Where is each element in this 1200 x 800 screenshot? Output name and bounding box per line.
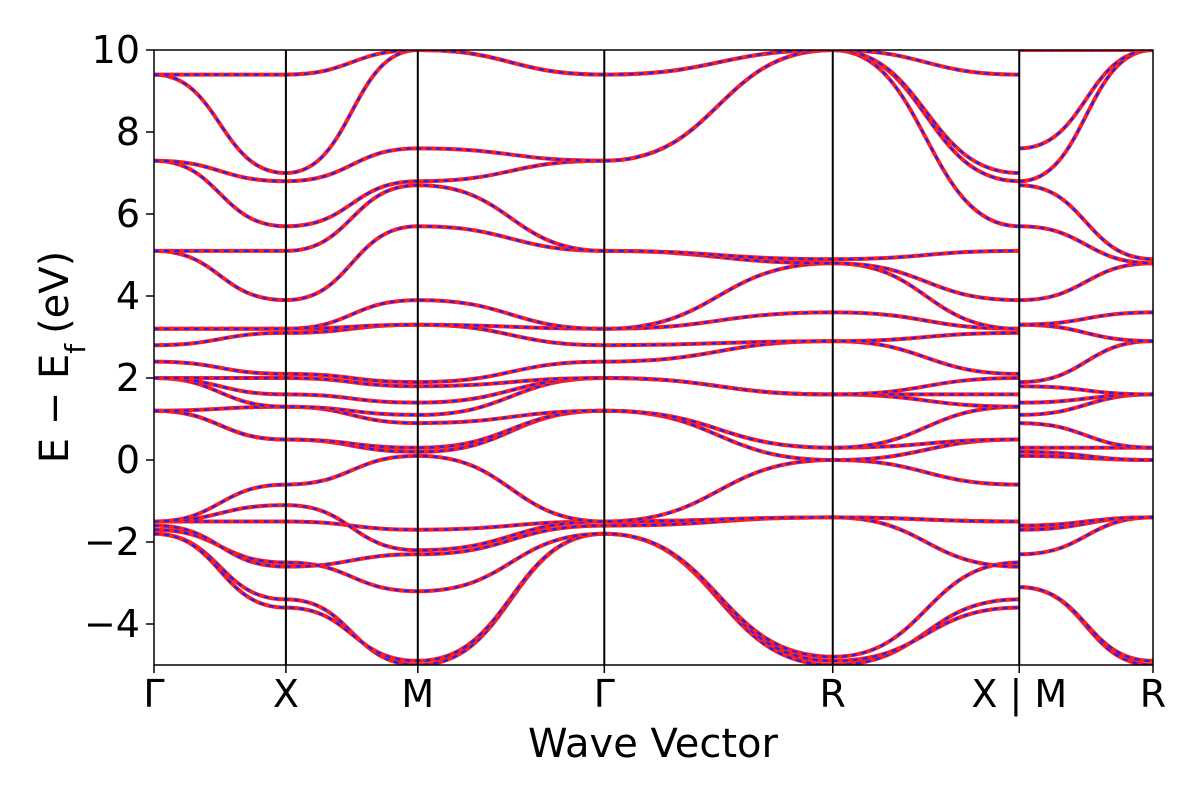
y-tick-label: 0: [116, 438, 140, 482]
x-tick-label: Γ: [143, 672, 164, 716]
y-axis-label: E − Ef (eV): [32, 251, 92, 464]
y-axis-ticks: −4 −2 0 2 4 6 8 10: [84, 28, 154, 646]
x-tick-label: R: [1140, 672, 1166, 716]
y-tick-label: 4: [116, 274, 140, 318]
band-dashed-21: [154, 50, 1153, 175]
band-dashed-10: [154, 376, 1153, 417]
y-tick-label: −4: [84, 602, 140, 646]
x-tick-label: Γ: [594, 672, 615, 716]
x-axis-ticks: Γ X M Γ R X | M R: [143, 665, 1166, 717]
y-axis-label-main: E − E: [32, 354, 78, 464]
y-tick-label: 8: [116, 110, 140, 154]
y-tick-label: −2: [84, 520, 140, 564]
x-tick-label: M: [401, 672, 434, 716]
band-dashed-2: [154, 516, 1153, 658]
y-axis-label-unit: (eV): [32, 251, 78, 334]
bands-layer: [154, 50, 1153, 665]
plot-frame: [153, 49, 1154, 666]
y-axis-label-group: E − Ef (eV): [32, 251, 92, 464]
y-axis-label-subscript: f: [59, 343, 92, 354]
high-symmetry-lines: [284, 50, 1021, 665]
band-dashed-13: [154, 339, 1153, 384]
y-tick-label: 10: [92, 28, 140, 72]
y-tick-label: 2: [116, 356, 140, 400]
band-dashed-1: [154, 532, 1153, 663]
x-tick-label: R: [820, 672, 846, 716]
y-tick-label: 6: [116, 192, 140, 236]
band-dashed-17: [154, 225, 1153, 302]
x-tick-label: X: [273, 672, 299, 716]
band-dashed-5: [154, 503, 1153, 552]
x-axis-label: Wave Vector: [528, 721, 779, 767]
x-tick-label: X | M: [971, 672, 1067, 717]
